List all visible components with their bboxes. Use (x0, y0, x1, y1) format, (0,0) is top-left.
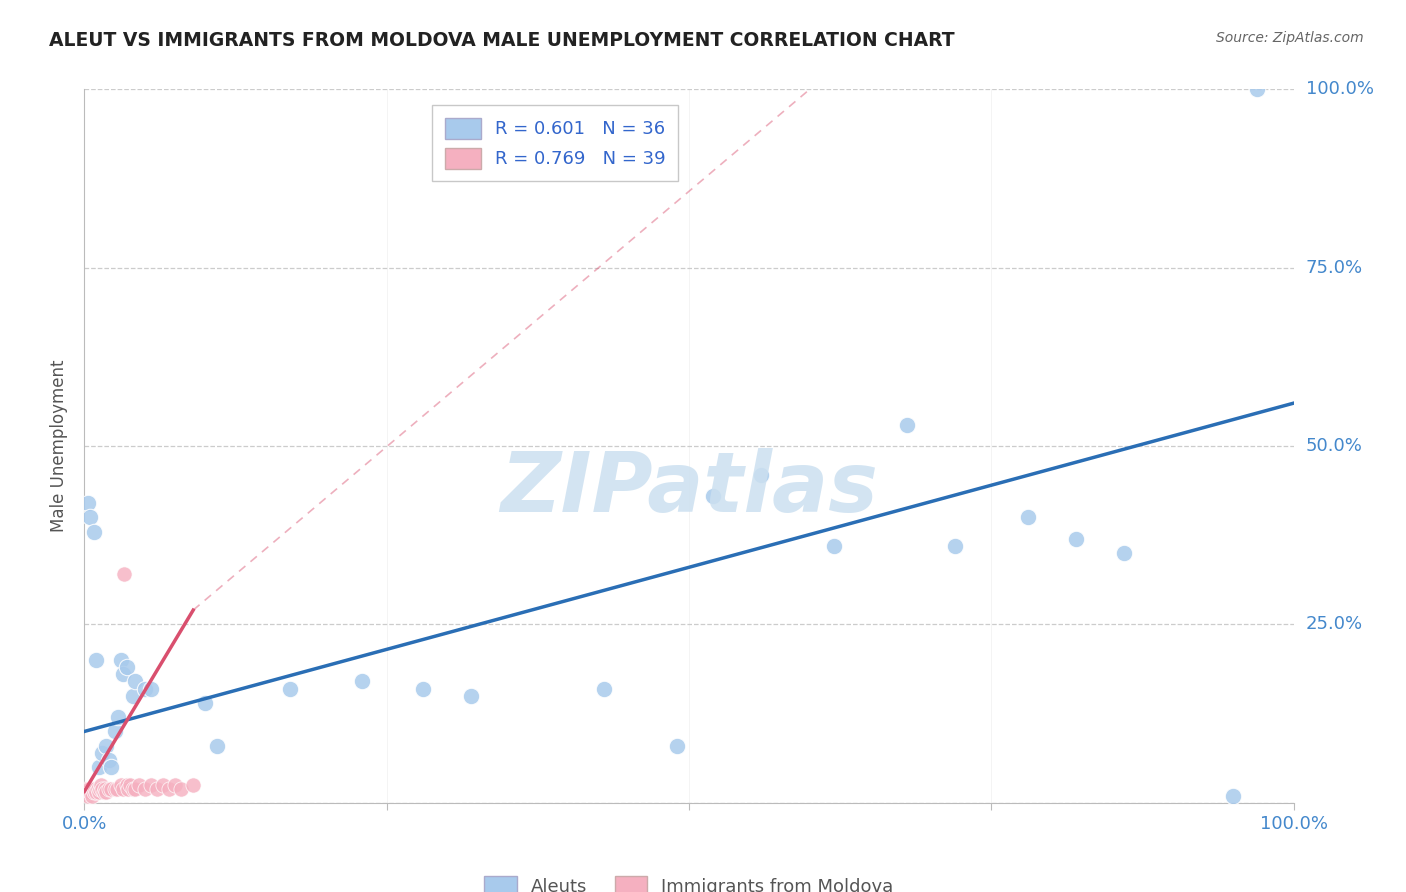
Point (152, 778, 174, 792)
Y-axis label: Male Unemployment: Male Unemployment (51, 359, 69, 533)
Point (75, 781, 97, 796)
Point (1017, 510, 1039, 524)
Point (120, 778, 142, 792)
Point (1246, 82, 1268, 96)
Point (104, 724, 127, 739)
Point (83, 524, 105, 539)
Point (79, 510, 101, 524)
Point (170, 781, 193, 796)
Text: ALEUT VS IMMIGRANTS FROM MOLDOVA MALE UNEMPLOYMENT CORRELATION CHART: ALEUT VS IMMIGRANTS FROM MOLDOVA MALE UN… (49, 31, 955, 50)
Point (134, 781, 156, 796)
Point (134, 681, 156, 696)
Point (115, 660, 138, 674)
Point (751, 467, 773, 482)
Point (86, 781, 108, 796)
Text: 50.0%: 50.0% (1306, 437, 1362, 455)
Point (86, 785, 108, 799)
Point (412, 681, 434, 696)
Point (83, 785, 105, 799)
Point (94, 785, 117, 799)
Point (593, 681, 616, 696)
Point (82, 781, 104, 796)
Text: 100.0%: 100.0% (1306, 80, 1374, 98)
Point (90, 778, 112, 792)
Point (181, 778, 204, 792)
Point (97, 753, 120, 767)
Point (105, 781, 128, 796)
Point (278, 681, 301, 696)
Point (86, 653, 108, 667)
Point (943, 539, 966, 553)
Point (460, 689, 482, 703)
Point (87, 760, 110, 774)
Point (93, 785, 115, 799)
Point (112, 567, 135, 582)
Point (1064, 532, 1087, 546)
Point (80, 789, 103, 803)
Point (107, 710, 129, 724)
Point (896, 417, 918, 432)
Point (139, 681, 162, 696)
Point (157, 781, 180, 796)
Point (84, 781, 107, 796)
Text: 75.0%: 75.0% (1306, 259, 1362, 277)
Point (117, 781, 139, 796)
Text: 25.0%: 25.0% (1306, 615, 1362, 633)
Point (665, 739, 688, 753)
Point (194, 696, 217, 710)
Point (352, 674, 374, 689)
Point (89, 781, 111, 796)
Point (100, 781, 122, 796)
Point (823, 539, 845, 553)
Point (77, 789, 100, 803)
Point (121, 781, 143, 796)
Point (146, 781, 169, 796)
Point (124, 781, 146, 796)
Point (1114, 546, 1136, 560)
Legend: Aleuts, Immigrants from Moldova: Aleuts, Immigrants from Moldova (477, 869, 901, 892)
Point (91, 746, 114, 760)
Point (702, 489, 724, 503)
Point (115, 778, 138, 792)
Point (77, 496, 100, 510)
Text: ZIPatlas: ZIPatlas (501, 449, 877, 529)
Point (139, 778, 162, 792)
Point (207, 739, 229, 753)
Point (163, 778, 186, 792)
Point (124, 674, 146, 689)
Point (110, 653, 132, 667)
Point (91, 781, 114, 796)
Point (77, 781, 100, 796)
Point (1222, 789, 1244, 803)
Point (94, 739, 117, 753)
Point (128, 778, 150, 792)
Point (100, 760, 122, 774)
Point (112, 667, 135, 681)
Point (79, 785, 101, 799)
Text: Source: ZipAtlas.com: Source: ZipAtlas.com (1216, 31, 1364, 45)
Point (104, 781, 127, 796)
Point (121, 689, 143, 703)
Point (87, 785, 110, 799)
Point (97, 781, 120, 796)
Point (76, 785, 98, 799)
Point (94, 781, 117, 796)
Point (110, 778, 132, 792)
Point (112, 781, 135, 796)
